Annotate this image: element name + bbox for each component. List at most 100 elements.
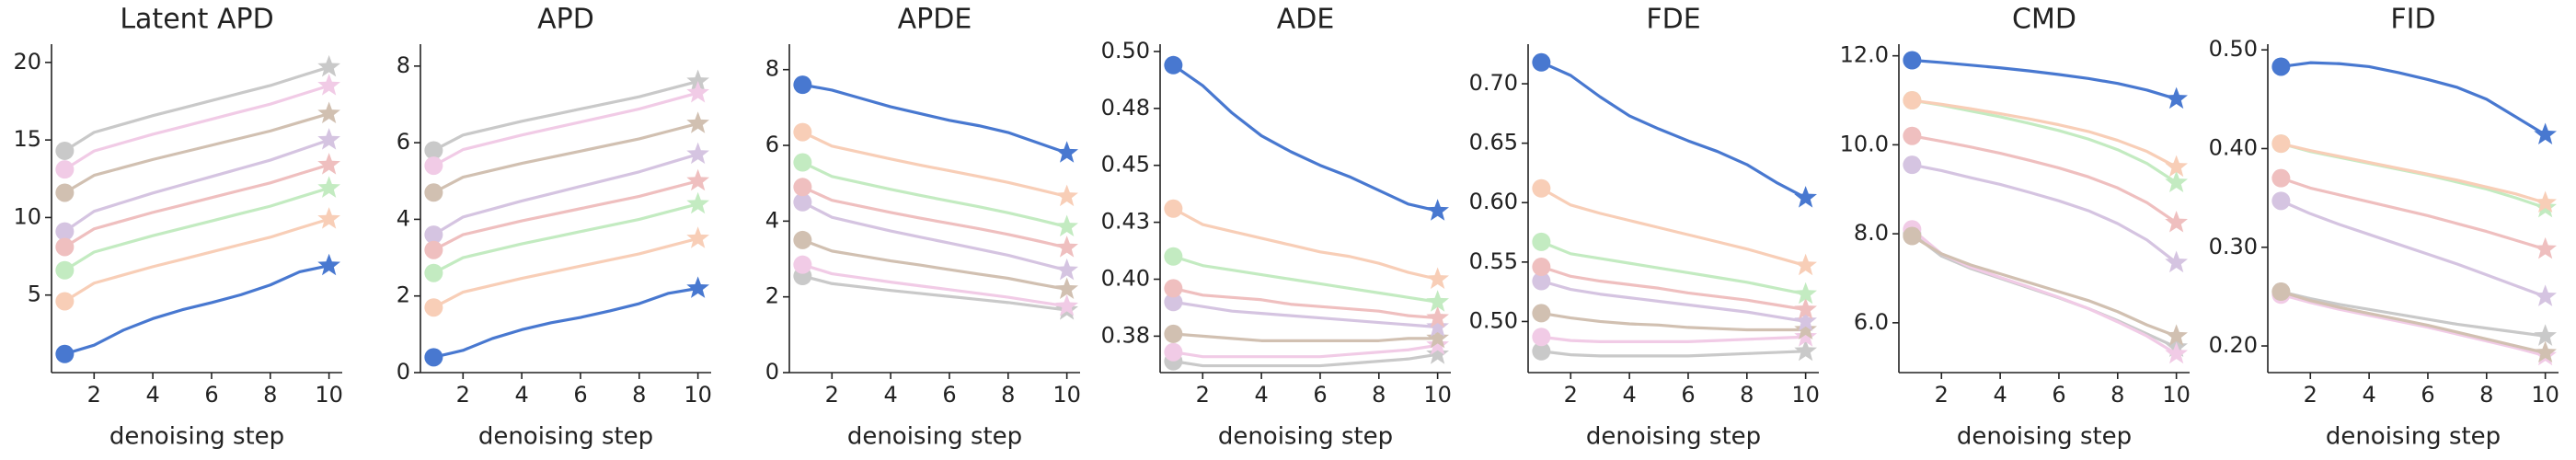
y-tick-label: 0.50 bbox=[1101, 38, 1150, 63]
end-marker bbox=[686, 80, 709, 103]
series-line bbox=[432, 79, 699, 152]
x-tick-label: 4 bbox=[2362, 382, 2375, 408]
end-marker bbox=[317, 54, 340, 77]
y-tick-label: 12.0 bbox=[1840, 42, 1889, 68]
subplot: 5 10 15 20 2 4 6 8 10 Latent APD denoising step bbox=[13, 4, 342, 451]
x-tick-label: 2 bbox=[456, 382, 470, 408]
x-tick-label: 10 bbox=[2531, 382, 2559, 408]
start-marker bbox=[1903, 226, 1922, 246]
start-marker bbox=[1532, 178, 1551, 198]
end-marker bbox=[1055, 277, 1078, 299]
series-line bbox=[2280, 199, 2547, 298]
x-tick-label: 2 bbox=[825, 382, 839, 408]
series-line bbox=[1172, 63, 1439, 213]
chart-title: CMD bbox=[2012, 4, 2076, 36]
end-marker bbox=[2165, 324, 2188, 346]
y-tick-label: 0 bbox=[397, 359, 410, 385]
series-line bbox=[1173, 300, 1438, 329]
series-line bbox=[63, 65, 330, 153]
y-tick-label: 6.0 bbox=[1854, 309, 1889, 335]
end-marker bbox=[317, 176, 340, 198]
chart-title: APDE bbox=[898, 4, 972, 36]
subplot: 0.20 0.30 0.40 0.50 2 4 6 8 10 FID denoising step bbox=[2209, 4, 2559, 451]
y-tick-label: 0.55 bbox=[1469, 248, 1518, 274]
end-marker bbox=[2165, 86, 2188, 109]
end-marker bbox=[1055, 258, 1078, 281]
x-axis-label: denoising step bbox=[1957, 423, 2132, 451]
end-marker bbox=[686, 226, 709, 248]
y-tick-label: 0.65 bbox=[1469, 130, 1518, 155]
series-line bbox=[432, 236, 699, 309]
end-marker bbox=[686, 111, 709, 133]
start-marker bbox=[1532, 258, 1551, 277]
series-line bbox=[1911, 235, 2178, 338]
start-marker bbox=[1164, 279, 1183, 298]
y-tick-label: 0.40 bbox=[1101, 266, 1150, 292]
end-marker bbox=[2165, 170, 2188, 193]
x-axis-label: denoising step bbox=[1586, 423, 1761, 451]
end-marker bbox=[1426, 305, 1449, 328]
y-tick-label: 0.48 bbox=[1101, 95, 1150, 121]
start-marker bbox=[55, 260, 75, 280]
x-tick-label: 4 bbox=[883, 382, 897, 408]
x-tick-label: 2 bbox=[1564, 382, 1578, 408]
y-tick-label: 0.60 bbox=[1469, 189, 1518, 214]
series-line bbox=[801, 161, 1068, 229]
end-marker bbox=[2165, 341, 2188, 364]
start-marker bbox=[1532, 341, 1551, 361]
y-tick-label: 0.45 bbox=[1101, 152, 1150, 178]
start-marker bbox=[2271, 134, 2291, 154]
start-marker bbox=[1164, 293, 1183, 312]
start-marker bbox=[1164, 324, 1183, 343]
series-line bbox=[1172, 286, 1438, 320]
series-line bbox=[801, 185, 1068, 249]
end-marker bbox=[2534, 122, 2557, 144]
x-tick-label: 4 bbox=[1622, 382, 1636, 408]
series-line bbox=[63, 138, 330, 233]
start-marker bbox=[793, 255, 812, 274]
x-tick-label: 2 bbox=[87, 382, 101, 408]
series-line bbox=[63, 217, 330, 303]
x-tick-label: 8 bbox=[632, 382, 646, 408]
end-marker bbox=[1055, 184, 1078, 207]
end-marker bbox=[2534, 284, 2557, 306]
start-marker bbox=[424, 348, 443, 367]
x-tick-label: 2 bbox=[1196, 382, 1210, 408]
x-axis-label: denoising step bbox=[109, 423, 284, 451]
start-marker bbox=[793, 230, 812, 249]
end-marker bbox=[2534, 324, 2557, 346]
start-marker bbox=[424, 263, 443, 282]
end-marker bbox=[1055, 214, 1078, 237]
x-tick-label: 4 bbox=[514, 382, 528, 408]
y-tick-label: 8 bbox=[397, 52, 410, 78]
start-marker bbox=[793, 75, 812, 95]
y-tick-label: 0.70 bbox=[1469, 70, 1518, 96]
x-tick-label: 6 bbox=[204, 382, 218, 408]
y-tick-label: 10 bbox=[13, 203, 41, 229]
x-tick-label: 8 bbox=[2479, 382, 2493, 408]
end-marker bbox=[686, 276, 709, 298]
series-line bbox=[63, 186, 330, 272]
end-marker bbox=[2534, 190, 2557, 213]
start-marker bbox=[1903, 91, 1922, 110]
series-line bbox=[432, 286, 698, 359]
x-tick-label: 10 bbox=[1423, 382, 1452, 408]
series-line bbox=[63, 163, 330, 248]
series-line bbox=[1912, 98, 2178, 168]
series-line bbox=[1912, 98, 2178, 184]
start-marker bbox=[1532, 271, 1551, 291]
end-marker bbox=[1426, 326, 1449, 349]
start-marker bbox=[793, 122, 812, 142]
x-tick-label: 4 bbox=[1993, 382, 2007, 408]
start-marker bbox=[55, 160, 75, 179]
end-marker bbox=[1426, 333, 1449, 355]
end-marker bbox=[1794, 253, 1817, 276]
subplot: 0 2 4 6 8 2 4 6 8 10 APD denoising step bbox=[397, 4, 712, 451]
end-marker bbox=[2165, 250, 2188, 273]
end-marker bbox=[317, 207, 340, 229]
end-marker bbox=[1055, 293, 1078, 316]
end-marker bbox=[1794, 282, 1817, 305]
series-line bbox=[1173, 343, 1438, 359]
start-marker bbox=[55, 222, 75, 241]
